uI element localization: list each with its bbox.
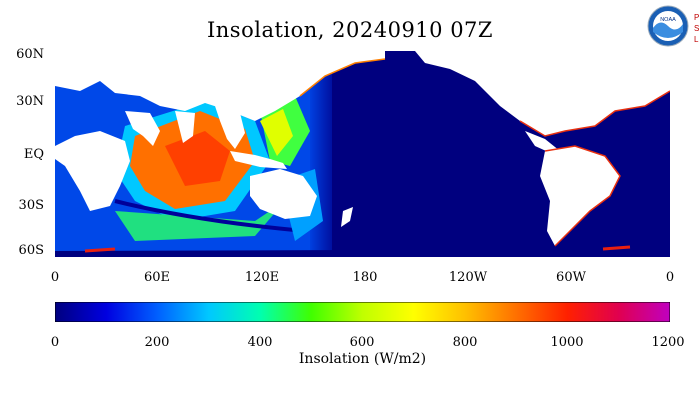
colorbar-tick-800: 800	[452, 335, 478, 350]
coast-edge-americas	[544, 145, 621, 247]
lat-label-eq: EQ	[23, 147, 44, 162]
land-australia	[250, 169, 317, 219]
land-south-america	[540, 146, 620, 246]
indian-ocean-peak	[165, 131, 230, 186]
lat-label-60n: 60N	[16, 47, 44, 62]
lon-label-180: 180	[352, 270, 378, 285]
lat-label-30n: 30N	[16, 94, 44, 109]
psl-letter-p: P	[694, 13, 699, 22]
southern-streak	[114, 199, 306, 233]
noaa-psl-logo: NOAA P S L	[647, 5, 699, 47]
colorbar-tick-0: 0	[50, 335, 60, 350]
colorbar-tick-1200: 1200	[651, 335, 685, 350]
land-southeast-asia	[215, 106, 245, 149]
land-indonesia	[230, 151, 287, 169]
colorbar-tick-200: 200	[144, 335, 170, 350]
colorbar-tick-400: 400	[247, 335, 273, 350]
land-antarctic-coast	[55, 249, 670, 257]
psl-letter-l: L	[694, 35, 699, 44]
psl-letter-s: S	[694, 24, 699, 33]
coast-edge-north-america	[519, 90, 670, 137]
colorbar-fill	[55, 302, 670, 322]
land-north-america	[415, 51, 670, 136]
colorbar	[55, 302, 670, 322]
colorbar-title: Insolation (W/m2)	[298, 351, 427, 367]
lon-label-120w: 120W	[448, 270, 488, 285]
land-central-america	[525, 131, 560, 155]
lon-label-0-end: 0	[665, 270, 675, 285]
coast-edge-asia	[299, 58, 386, 97]
lat-label-30s: 30S	[18, 198, 44, 213]
noaa-logo-text: NOAA	[660, 17, 676, 23]
lon-label-60e: 60E	[143, 270, 171, 285]
land-arabia-india	[125, 111, 195, 146]
lon-label-60w: 60W	[556, 270, 586, 285]
lat-label-60s: 60S	[18, 243, 44, 258]
map-title: Insolation, 20240910 07Z	[206, 18, 494, 42]
lon-label-120e: 120E	[244, 270, 280, 285]
west-pacific-yellow	[260, 109, 293, 156]
lon-label-0: 0	[50, 270, 60, 285]
insolation-map	[55, 51, 670, 257]
southern-band-green	[115, 201, 285, 241]
land-new-zealand	[341, 207, 353, 227]
land-eurasia	[55, 51, 385, 121]
sea-ice-red	[84, 245, 631, 253]
colorbar-tick-1000: 1000	[550, 335, 584, 350]
land-africa	[55, 131, 130, 211]
colorbar-tick-600: 600	[349, 335, 375, 350]
